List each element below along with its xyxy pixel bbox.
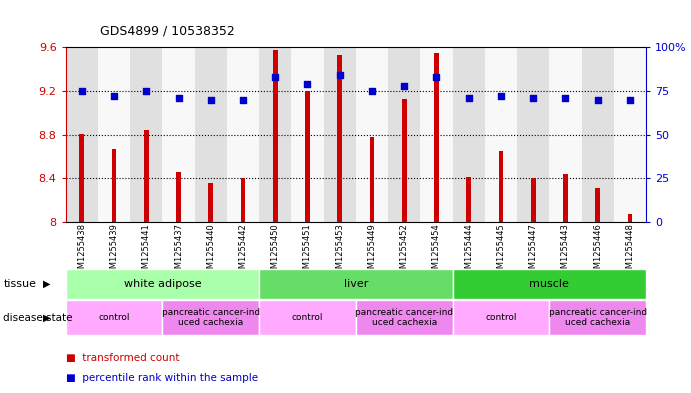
Bar: [370, 137, 375, 222]
Point: [463, 95, 474, 101]
Bar: [517, 47, 549, 222]
Bar: [66, 47, 98, 222]
Point: [399, 83, 410, 89]
Bar: [98, 47, 130, 222]
Point: [334, 72, 346, 78]
Point: [495, 93, 507, 99]
Bar: [420, 47, 453, 222]
Bar: [259, 300, 356, 335]
Bar: [434, 53, 439, 222]
Bar: [485, 47, 517, 222]
Bar: [549, 47, 582, 222]
Bar: [162, 300, 259, 335]
Bar: [66, 269, 259, 299]
Point: [528, 95, 539, 101]
Text: control: control: [292, 313, 323, 322]
Text: liver: liver: [343, 279, 368, 289]
Point: [302, 81, 313, 87]
Text: pancreatic cancer-ind
uced cachexia: pancreatic cancer-ind uced cachexia: [355, 308, 453, 327]
Bar: [337, 55, 342, 222]
Point: [592, 97, 603, 103]
Text: disease state: disease state: [3, 312, 73, 323]
Point: [238, 97, 249, 103]
Bar: [130, 47, 162, 222]
Bar: [453, 269, 646, 299]
Text: white adipose: white adipose: [124, 279, 201, 289]
Point: [625, 97, 636, 103]
Text: ▶: ▶: [43, 279, 50, 289]
Bar: [259, 269, 453, 299]
Bar: [227, 47, 259, 222]
Bar: [401, 99, 406, 222]
Bar: [563, 174, 568, 222]
Bar: [356, 300, 453, 335]
Bar: [66, 300, 162, 335]
Bar: [144, 130, 149, 222]
Bar: [549, 300, 646, 335]
Bar: [595, 188, 600, 222]
Text: control: control: [98, 313, 130, 322]
Bar: [292, 47, 323, 222]
Bar: [356, 47, 388, 222]
Bar: [627, 215, 632, 222]
Point: [141, 88, 152, 94]
Bar: [240, 178, 245, 222]
Text: control: control: [485, 313, 517, 322]
Point: [205, 97, 216, 103]
Text: ▶: ▶: [43, 312, 50, 323]
Point: [431, 74, 442, 80]
Text: ■  transformed count: ■ transformed count: [66, 353, 179, 363]
Bar: [305, 91, 310, 222]
Text: pancreatic cancer-ind
uced cachexia: pancreatic cancer-ind uced cachexia: [162, 308, 260, 327]
Bar: [614, 47, 646, 222]
Bar: [111, 149, 116, 222]
Bar: [453, 300, 549, 335]
Bar: [453, 47, 485, 222]
Bar: [162, 47, 195, 222]
Point: [76, 88, 87, 94]
Bar: [208, 183, 213, 222]
Bar: [323, 47, 356, 222]
Bar: [582, 47, 614, 222]
Bar: [273, 50, 278, 222]
Text: pancreatic cancer-ind
uced cachexia: pancreatic cancer-ind uced cachexia: [549, 308, 647, 327]
Point: [366, 88, 377, 94]
Point: [173, 95, 184, 101]
Bar: [388, 47, 420, 222]
Bar: [79, 134, 84, 222]
Point: [560, 95, 571, 101]
Text: ■  percentile rank within the sample: ■ percentile rank within the sample: [66, 373, 258, 382]
Text: muscle: muscle: [529, 279, 569, 289]
Text: GDS4899 / 10538352: GDS4899 / 10538352: [100, 24, 235, 37]
Bar: [531, 178, 536, 222]
Bar: [498, 151, 503, 222]
Point: [108, 93, 120, 99]
Bar: [259, 47, 292, 222]
Bar: [176, 172, 181, 222]
Bar: [195, 47, 227, 222]
Text: tissue: tissue: [3, 279, 37, 289]
Point: [269, 74, 281, 80]
Bar: [466, 177, 471, 222]
